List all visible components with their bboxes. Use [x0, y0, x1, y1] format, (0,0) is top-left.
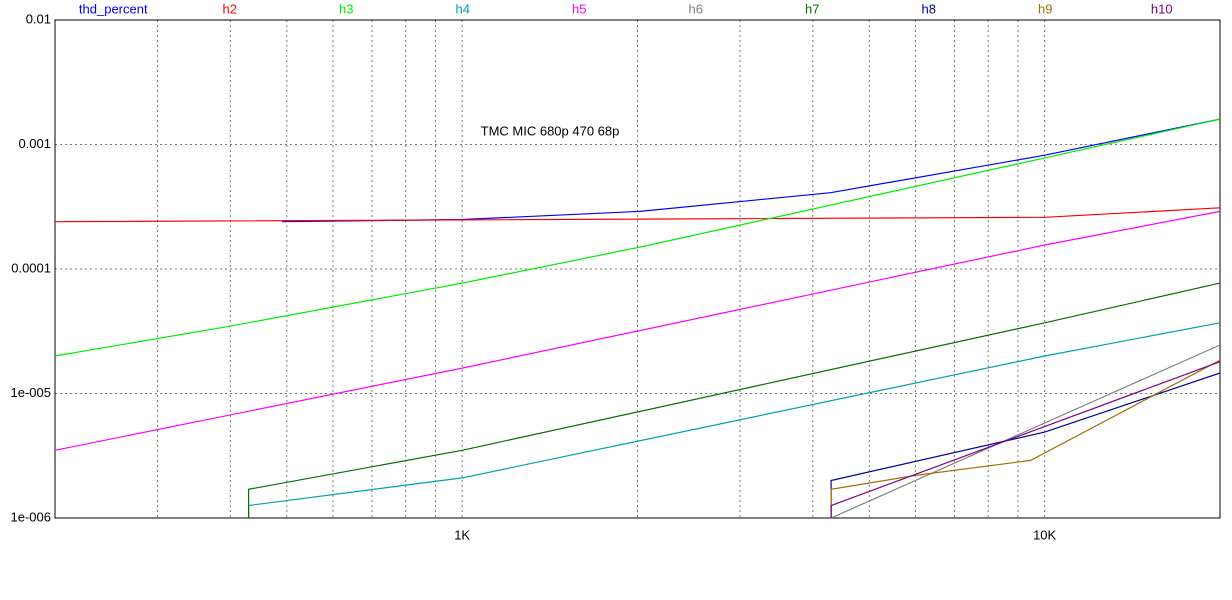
series-line — [54, 207, 1221, 223]
series-line — [830, 359, 1221, 518]
legend-label: h5 — [572, 1, 586, 16]
legend-label: h7 — [805, 1, 819, 16]
annotation: TMC MIC 680p 470 68p — [481, 123, 620, 138]
legend-label: h9 — [1038, 1, 1052, 16]
series-line — [830, 344, 1221, 519]
y-tick-label: 1e-005 — [11, 385, 51, 400]
legend-label: h10 — [1151, 1, 1173, 16]
y-tick-label: 0.001 — [18, 136, 51, 151]
series-line — [248, 282, 1221, 518]
series-line — [54, 210, 1221, 451]
legend-label: h2 — [223, 1, 237, 16]
legend-label: h3 — [339, 1, 353, 16]
plot-frame — [54, 19, 1221, 519]
y-tick-label: 0.01 — [26, 11, 51, 26]
legend-label: h8 — [922, 1, 936, 16]
legend-label: h4 — [456, 1, 470, 16]
y-tick-label: 0.0001 — [11, 260, 51, 275]
series-line — [281, 118, 1221, 223]
series-line — [248, 322, 1221, 518]
legend-label: thd_percent — [79, 1, 148, 16]
y-tick-label: 1e-006 — [11, 509, 51, 524]
legend-label: h6 — [689, 1, 703, 16]
series-line — [830, 372, 1221, 518]
series-line — [54, 118, 1221, 357]
series-line — [830, 361, 1221, 518]
x-tick-label: 1K — [454, 527, 470, 542]
x-tick-label: 10K — [1033, 527, 1056, 542]
